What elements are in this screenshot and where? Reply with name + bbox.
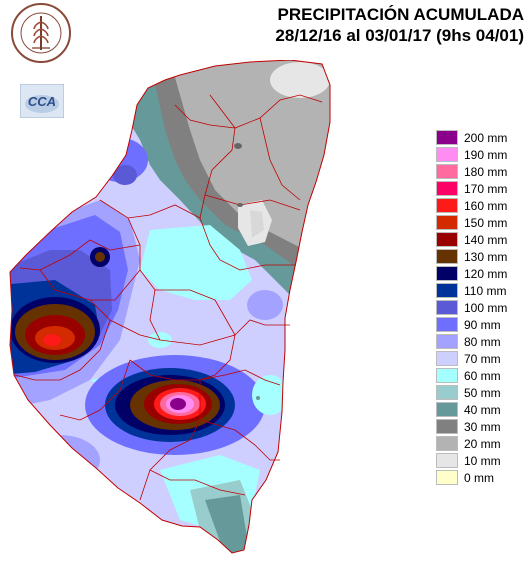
legend-swatch bbox=[436, 419, 458, 434]
precipitation-legend: 200 mm 190 mm 180 mm 170 mm 160 mm 150 mm 140 … bbox=[436, 130, 526, 487]
legend-label: 150 mm bbox=[464, 216, 508, 230]
legend-label: 180 mm bbox=[464, 165, 508, 179]
legend-swatch bbox=[436, 453, 458, 468]
legend-item: 180 mm bbox=[436, 164, 526, 181]
legend-label: 140 mm bbox=[464, 233, 508, 247]
legend-swatch bbox=[436, 368, 458, 383]
legend-label: 120 mm bbox=[464, 267, 508, 281]
legend-label: 60 mm bbox=[464, 369, 501, 383]
legend-item: 90 mm bbox=[436, 317, 526, 334]
map-title: PRECIPITACIÓN ACUMULADA 28/12/16 al 03/0… bbox=[275, 4, 524, 46]
legend-item: 80 mm bbox=[436, 334, 526, 351]
legend-label: 190 mm bbox=[464, 148, 508, 162]
legend-swatch bbox=[436, 402, 458, 417]
precipitation-map bbox=[9, 60, 331, 554]
cca-cloud-icon: CCA bbox=[20, 84, 64, 118]
legend-label: 40 mm bbox=[464, 403, 501, 417]
legend-swatch bbox=[436, 266, 458, 281]
legend-label: 0 mm bbox=[464, 471, 494, 485]
legend-swatch bbox=[436, 215, 458, 230]
legend-swatch bbox=[436, 351, 458, 366]
legend-swatch bbox=[436, 164, 458, 179]
legend-swatch bbox=[436, 300, 458, 315]
legend-label: 80 mm bbox=[464, 335, 501, 349]
legend-item: 30 mm bbox=[436, 419, 526, 436]
legend-item: 140 mm bbox=[436, 232, 526, 249]
legend-label: 110 mm bbox=[464, 284, 507, 298]
legend-swatch bbox=[436, 249, 458, 264]
legend-item: 130 mm bbox=[436, 249, 526, 266]
legend-swatch bbox=[436, 470, 458, 485]
legend-swatch bbox=[436, 181, 458, 196]
legend-item: 70 mm bbox=[436, 351, 526, 368]
legend-item: 100 mm bbox=[436, 300, 526, 317]
cca-badge-text: CCA bbox=[28, 94, 56, 109]
legend-swatch bbox=[436, 198, 458, 213]
legend-item: 150 mm bbox=[436, 215, 526, 232]
wheat-seal-icon bbox=[11, 3, 71, 63]
legend-swatch bbox=[436, 232, 458, 247]
legend-swatch bbox=[436, 130, 458, 145]
legend-swatch bbox=[436, 385, 458, 400]
title-line-2: 28/12/16 al 03/01/17 (9hs 04/01) bbox=[275, 26, 524, 45]
legend-label: 130 mm bbox=[464, 250, 508, 264]
legend-label: 160 mm bbox=[464, 199, 508, 213]
legend-label: 20 mm bbox=[464, 437, 501, 451]
legend-swatch bbox=[436, 147, 458, 162]
legend-label: 10 mm bbox=[464, 454, 501, 468]
legend-item: 160 mm bbox=[436, 198, 526, 215]
legend-item: 200 mm bbox=[436, 130, 526, 147]
legend-item: 10 mm bbox=[436, 453, 526, 470]
legend-label: 30 mm bbox=[464, 420, 501, 434]
title-line-1: PRECIPITACIÓN ACUMULADA bbox=[277, 5, 525, 24]
legend-item: 170 mm bbox=[436, 181, 526, 198]
legend-item: 40 mm bbox=[436, 402, 526, 419]
legend-item: 120 mm bbox=[436, 266, 526, 283]
legend-label: 100 mm bbox=[464, 301, 508, 315]
legend-swatch bbox=[436, 317, 458, 332]
legend-swatch bbox=[436, 283, 458, 298]
legend-swatch bbox=[436, 436, 458, 451]
legend-label: 70 mm bbox=[464, 352, 501, 366]
legend-item: 20 mm bbox=[436, 436, 526, 453]
legend-item: 110 mm bbox=[436, 283, 526, 300]
legend-item: 0 mm bbox=[436, 470, 526, 487]
legend-label: 50 mm bbox=[464, 386, 501, 400]
legend-swatch bbox=[436, 334, 458, 349]
legend-label: 170 mm bbox=[464, 182, 508, 196]
legend-label: 90 mm bbox=[464, 318, 501, 332]
legend-item: 60 mm bbox=[436, 368, 526, 385]
legend-item: 50 mm bbox=[436, 385, 526, 402]
legend-item: 190 mm bbox=[436, 147, 526, 164]
legend-label: 200 mm bbox=[464, 131, 508, 145]
